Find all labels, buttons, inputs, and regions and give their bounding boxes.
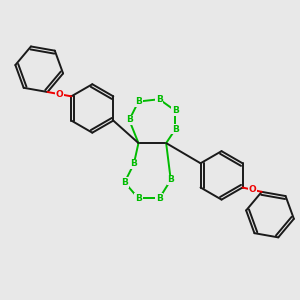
- Text: O: O: [56, 90, 63, 99]
- Text: B: B: [130, 159, 137, 168]
- Text: B: B: [121, 178, 128, 187]
- Text: B: B: [135, 194, 142, 203]
- Text: O: O: [248, 185, 256, 194]
- Text: B: B: [135, 97, 142, 106]
- Text: B: B: [172, 106, 179, 115]
- Text: B: B: [172, 125, 179, 134]
- Text: B: B: [167, 176, 174, 184]
- Text: B: B: [126, 116, 133, 124]
- Text: B: B: [156, 95, 163, 104]
- Text: B: B: [156, 194, 163, 203]
